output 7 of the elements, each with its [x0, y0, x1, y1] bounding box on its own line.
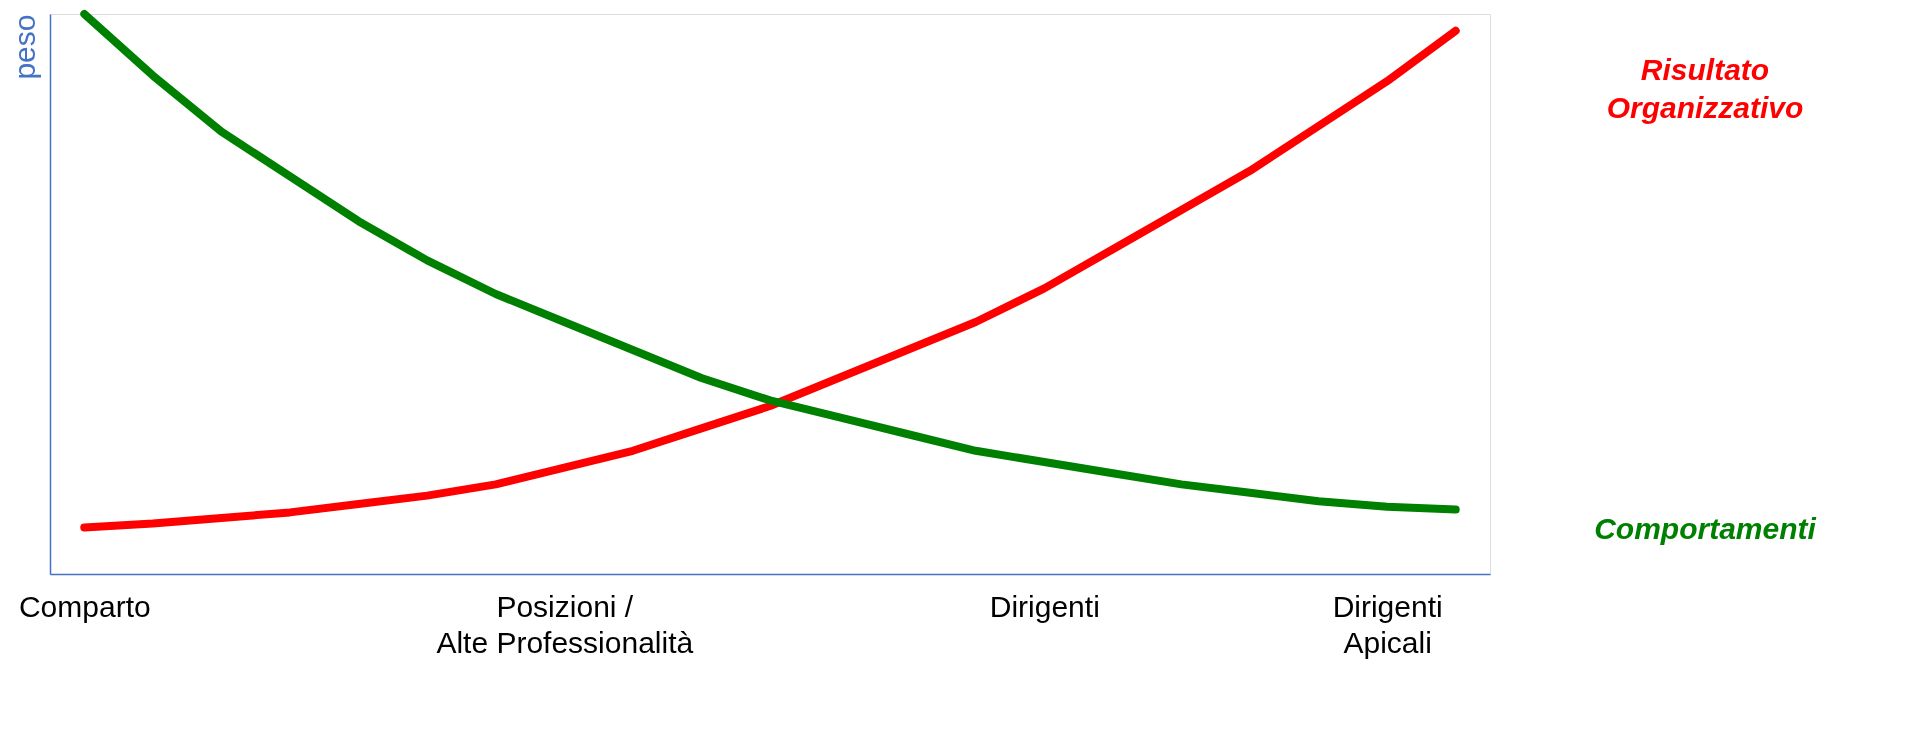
- text: Comportamenti: [1594, 511, 1817, 545]
- x-tick-label: Dirigenti: [989, 589, 1100, 623]
- x-tick-label: Comparto: [18, 589, 151, 623]
- x-tick-label: Dirigenti Apicali: [1332, 589, 1443, 659]
- x-tick-label: Posizioni / Alte Professionalità: [436, 589, 694, 659]
- text: Risultato Organizzativo: [1606, 52, 1804, 124]
- y-axis-title: peso: [7, 14, 41, 80]
